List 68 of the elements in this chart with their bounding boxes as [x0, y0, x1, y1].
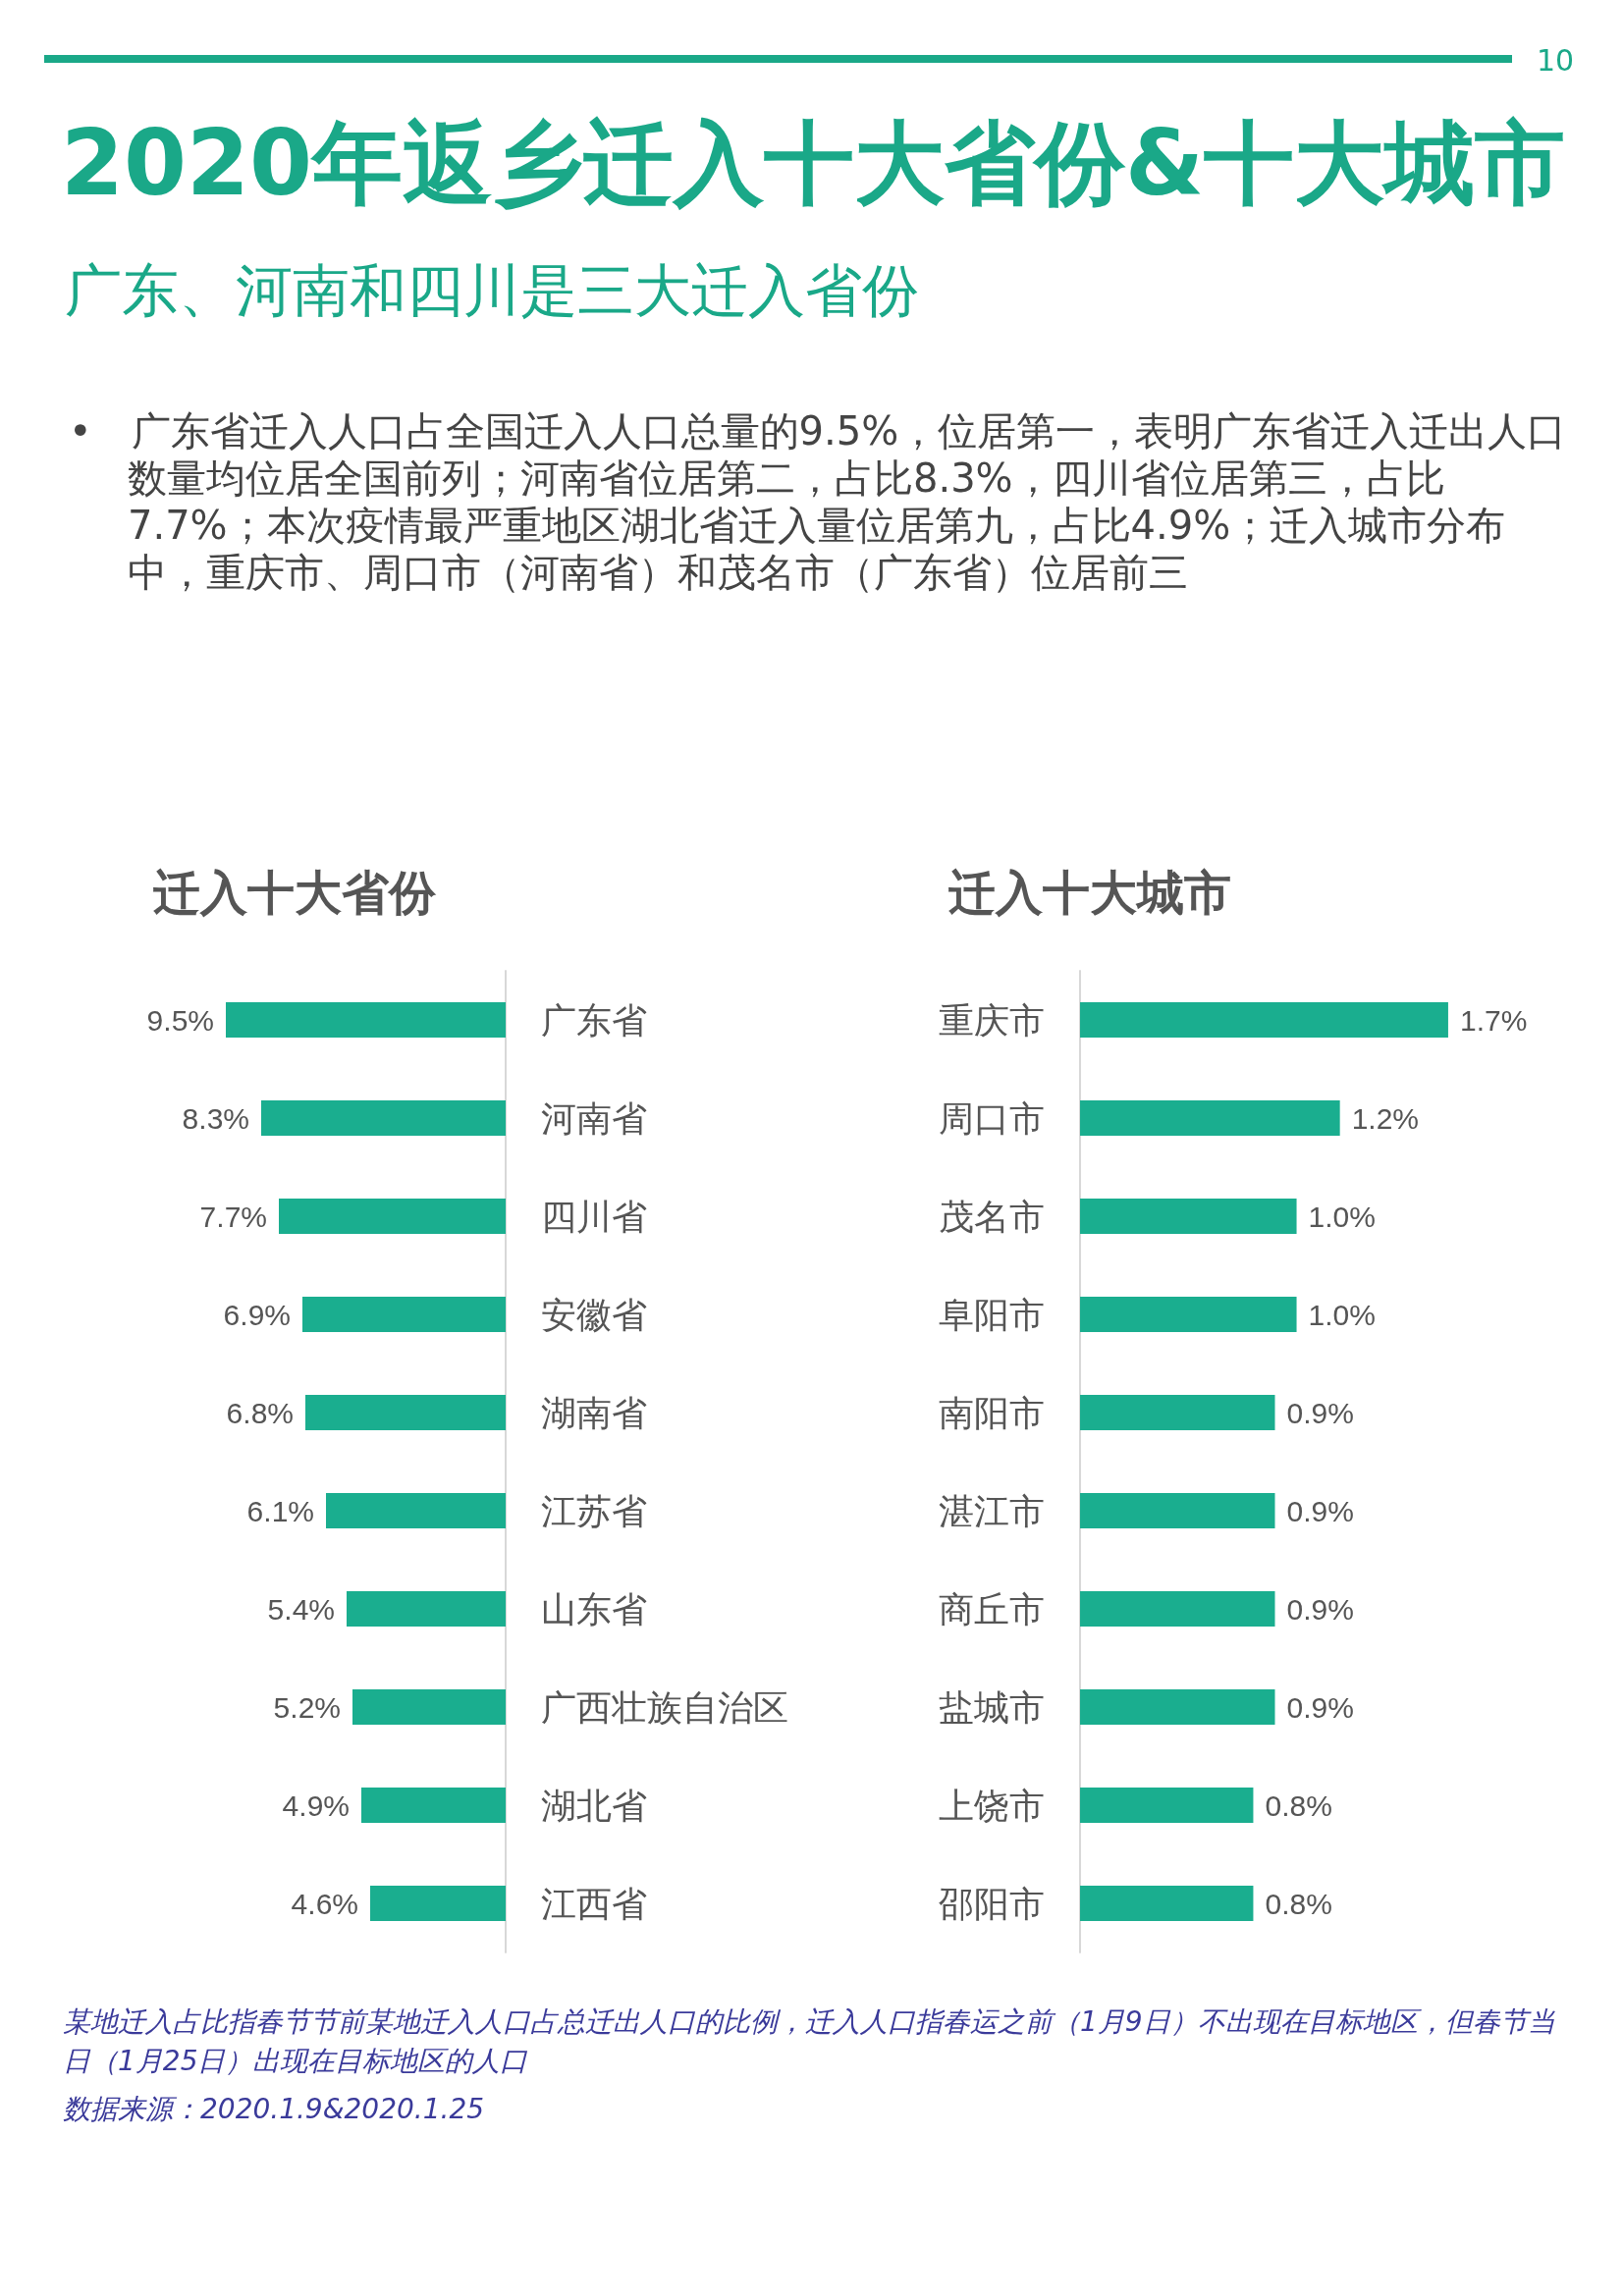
bar — [1080, 1002, 1448, 1038]
data-label: 0.8% — [1265, 1789, 1332, 1822]
text: 10 — [1537, 43, 1575, 78]
data-label: 0.8% — [1265, 1887, 1332, 1920]
text: 某地迁入占比指春节节前某地迁入人口占总迁出人口的比例，迁入人口指春运之前（1月9日）不出现在目标地区，但春节当日（1月25日）出现在目标地区的人口 — [63, 2004, 1556, 2079]
data-label: 0.9% — [1286, 1690, 1354, 1724]
bar — [1080, 1788, 1254, 1823]
data-label: 4.6% — [291, 1887, 358, 1920]
y-tick-label: 广西壮族自治区 — [541, 1686, 788, 1728]
data-label: 6.9% — [223, 1298, 291, 1331]
bar — [261, 1100, 506, 1136]
y-tick-label: 上饶市 — [939, 1785, 1045, 1826]
bar — [370, 1886, 506, 1921]
bar — [326, 1493, 506, 1528]
y-tick-label: 江苏省 — [541, 1490, 647, 1531]
data-label: 6.1% — [246, 1494, 314, 1527]
bar — [226, 1002, 506, 1038]
bar — [347, 1591, 506, 1627]
y-tick-label: 周口市 — [939, 1097, 1045, 1139]
y-tick-label: 商丘市 — [939, 1588, 1045, 1629]
bar — [1080, 1591, 1275, 1627]
bar — [1080, 1395, 1275, 1430]
data-label: 4.9% — [282, 1789, 350, 1822]
data-label: 7.7% — [199, 1200, 267, 1233]
text: 2020年返乡迁入十大省份&十大城市 — [61, 110, 1566, 218]
bar — [352, 1689, 506, 1725]
bar — [1080, 1199, 1297, 1234]
bar — [1080, 1100, 1340, 1136]
chart-title: 迁入十大城市 — [947, 866, 1231, 919]
source-note: 数据来源：2020.1.9&2020.1.25 — [63, 2092, 485, 2127]
bar — [302, 1297, 506, 1332]
y-tick-label: 重庆市 — [939, 999, 1045, 1041]
bar — [279, 1199, 506, 1234]
text: • 广东省迁入人口占全国迁入人口总量的9.5%，位居第一，表明广东省迁入迁出人口数量均位居全国前列；河南省位居第二，占比8.3%，四川省位居第三，占比7.7%；本次疫情最严重地区湖北省迁入量位居第九，占比4.9%；迁入城市分布中，重庆市、周口市（河南省）和茂名市（广东省）位居前三 — [69, 407, 1568, 596]
data-label: 1.0% — [1308, 1200, 1376, 1233]
data-label: 0.9% — [1286, 1494, 1354, 1527]
y-tick-label: 盐城市 — [939, 1686, 1045, 1728]
data-label: 8.3% — [182, 1101, 249, 1135]
data-label: 5.2% — [273, 1690, 341, 1724]
y-tick-label: 四川省 — [541, 1196, 647, 1237]
data-label: 5.4% — [267, 1592, 335, 1626]
y-tick-label: 阜阳市 — [939, 1294, 1045, 1335]
y-tick-label: 安徽省 — [541, 1294, 647, 1335]
bar — [1080, 1689, 1275, 1725]
bar — [1080, 1493, 1275, 1528]
bar — [305, 1395, 506, 1430]
y-tick-label: 湛江市 — [939, 1490, 1045, 1531]
data-label: 0.9% — [1286, 1592, 1354, 1626]
y-tick-label: 湖南省 — [541, 1392, 647, 1433]
text: 广东、河南和四川是三大迁入省份 — [65, 256, 919, 326]
data-label: 1.2% — [1351, 1101, 1420, 1135]
bar — [1080, 1297, 1297, 1332]
data-label: 0.9% — [1286, 1396, 1354, 1429]
data-label: 6.8% — [226, 1396, 294, 1429]
y-tick-label: 广东省 — [541, 999, 647, 1041]
data-label: 9.5% — [146, 1003, 214, 1037]
data-label: 1.7% — [1459, 1003, 1528, 1037]
y-tick-label: 河南省 — [541, 1097, 647, 1139]
bar — [361, 1788, 506, 1823]
bar — [1080, 1886, 1254, 1921]
y-tick-label: 湖北省 — [541, 1785, 647, 1826]
y-tick-label: 茂名市 — [939, 1196, 1045, 1237]
y-tick-label: 南阳市 — [939, 1392, 1045, 1433]
y-tick-label: 邵阳市 — [939, 1883, 1045, 1924]
y-tick-label: 山东省 — [541, 1588, 647, 1629]
data-label: 1.0% — [1308, 1298, 1376, 1331]
chart-title: 迁入十大省份 — [152, 866, 437, 919]
y-tick-label: 江西省 — [541, 1883, 647, 1924]
